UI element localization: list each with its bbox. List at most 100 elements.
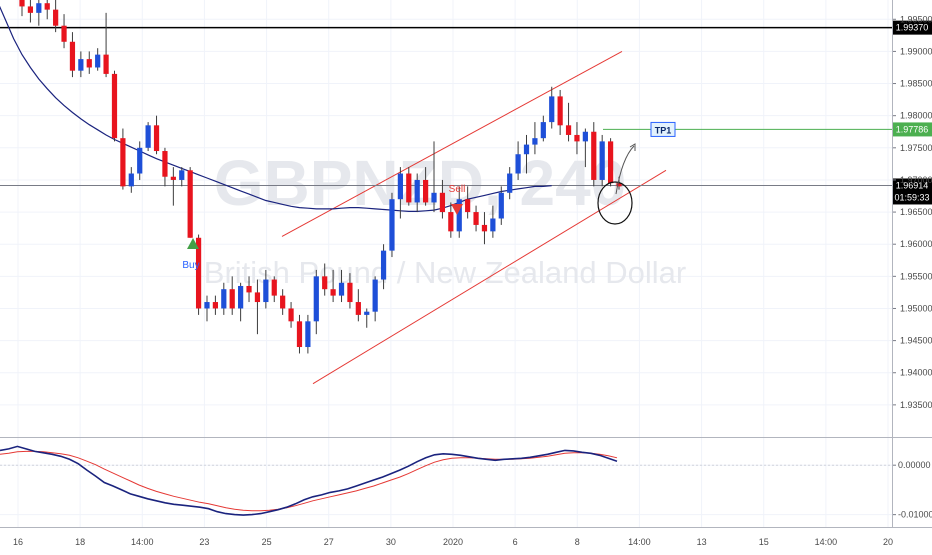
candle-body [439, 192, 446, 213]
sell-label: Sell [449, 184, 466, 195]
x-tick-label: 6 [513, 537, 518, 547]
candle-body [246, 285, 252, 293]
x-tick-label: 18 [75, 537, 85, 547]
candle-body [179, 170, 185, 180]
channel-lower-line[interactable] [312, 169, 667, 385]
candle-body [36, 3, 42, 13]
candle-body [263, 279, 269, 303]
countdown-bg [893, 190, 932, 205]
y-tick-label: 1.99500 [900, 14, 932, 24]
y-tick-label: 1.94000 [900, 368, 932, 378]
countdown-label: 01:59:33 [894, 192, 929, 202]
y-tick-label: 1.95000 [900, 303, 932, 313]
tp1-box[interactable] [650, 121, 676, 137]
y-tick-label: 1.99000 [900, 46, 932, 56]
x-tick-label: 25 [262, 537, 272, 547]
buy-arrow[interactable] [187, 238, 199, 249]
candle-body [145, 125, 151, 148]
x-tick-label: 23 [199, 537, 209, 547]
candle-body [111, 73, 118, 139]
buy-label: Buy [182, 260, 199, 271]
x-tick-label: 13 [697, 537, 707, 547]
candle-body [456, 199, 462, 232]
candle-body [322, 276, 328, 290]
projection-arrow[interactable] [615, 145, 635, 195]
price-label-bg [893, 20, 932, 35]
x-tick-label: 20 [883, 537, 893, 547]
candle-body [78, 59, 84, 71]
candle-body [330, 289, 336, 296]
candle-body [591, 131, 597, 180]
watermark-instrument-name: British Pound / New Zealand Dollar [204, 255, 686, 290]
trend-channel[interactable] [281, 50, 667, 385]
y-tick-label: 1.94500 [900, 336, 932, 346]
candle-body [448, 212, 454, 232]
price-label-bg [893, 122, 932, 137]
price-label: 1.97786 [896, 124, 929, 134]
candle-body [238, 285, 244, 309]
candle-body [465, 199, 471, 213]
y-tick-label: 1.97000 [900, 175, 932, 185]
candle-body [137, 147, 143, 174]
candle-body [313, 276, 319, 322]
candle-body [162, 151, 168, 177]
x-tick-label: 8 [575, 537, 580, 547]
x-tick-label: 14:00 [131, 537, 154, 547]
candle-body [364, 311, 370, 315]
candle-body [490, 218, 496, 232]
highlight-circle[interactable] [597, 181, 633, 225]
candle-body [69, 41, 76, 71]
candle-body [574, 134, 580, 142]
y-tick-label: 1.95500 [900, 271, 932, 281]
candle-body [221, 289, 227, 309]
candle-body [338, 282, 345, 296]
osc-tick-label: -0.01000 [898, 510, 932, 520]
candle-body [549, 96, 555, 123]
candle-body [397, 173, 403, 200]
horizontal-lines[interactable]: 1.99370 1.96914 1.97786 01:59:33 [0, 20, 932, 205]
channel-upper-line[interactable] [281, 50, 623, 237]
candle-body [212, 302, 219, 309]
candle-body [204, 302, 210, 309]
y-tick-label: 1.96000 [900, 239, 932, 249]
candle-body [271, 279, 277, 296]
sell-arrow[interactable] [451, 204, 463, 215]
candle-body [195, 237, 202, 309]
candle-body [120, 138, 126, 187]
candle-body [523, 144, 530, 155]
candle-body [406, 173, 412, 203]
price-label-bg [893, 178, 932, 193]
y-tick-label: 1.97500 [900, 143, 932, 153]
y-tick-label: 1.98500 [900, 79, 932, 89]
x-tick-label: 15 [759, 537, 769, 547]
candle-body [170, 176, 176, 180]
candle-body [380, 250, 387, 280]
candle-body [481, 224, 488, 232]
annotations[interactable]: Buy Sell TP1 [182, 121, 676, 271]
candle-body [296, 321, 303, 348]
oscillator-pane: 0.00000 -0.01000 [0, 445, 932, 520]
candle-body [19, 0, 25, 7]
candle-body [532, 138, 538, 145]
candle-body [599, 141, 605, 180]
candle-body [515, 154, 521, 174]
candles [19, 0, 622, 354]
candle-body [95, 54, 101, 68]
candle-body [540, 122, 546, 139]
candle-body [86, 59, 92, 68]
candle-body [473, 212, 479, 225]
x-tick-label: 16 [13, 537, 23, 547]
x-tick-label: 14:00 [815, 537, 838, 547]
candle-body [254, 292, 261, 303]
watermark-symbol: GBPNZD, 240 [214, 147, 627, 219]
grid [0, 0, 892, 527]
candle-body [44, 3, 50, 10]
candle-body [103, 54, 109, 74]
candle-body [422, 179, 429, 203]
candle-body [187, 170, 193, 238]
candle-body [557, 96, 563, 126]
y-tick-label: 1.93500 [900, 400, 932, 410]
